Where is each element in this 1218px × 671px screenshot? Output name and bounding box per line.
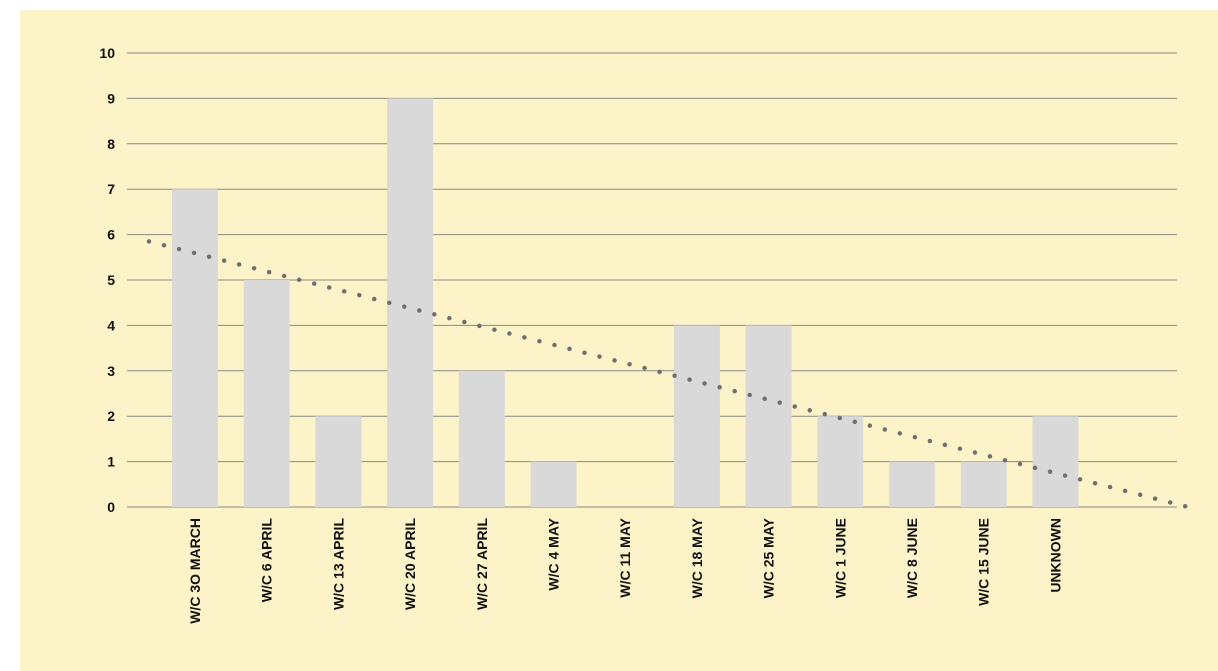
- x-category-label: W/C 25 MAY: [761, 517, 777, 598]
- bar: [673, 325, 720, 507]
- bar: [387, 98, 434, 508]
- chart-panel: 0 1 2 3 4 5 6 7 8 9 10 W/C 3O MARCH W/C 6 APRIL W/C …: [20, 10, 1218, 671]
- x-category-label: W/C 27 APRIL: [474, 518, 490, 610]
- y-tick-label: 6: [107, 227, 115, 243]
- y-tick-label: 7: [107, 181, 115, 197]
- x-axis-category-labels: W/C 3O MARCH W/C 6 APRIL W/C 13 APRIL W/C 2…: [187, 517, 1063, 623]
- x-category-label: W/C 13 APRIL: [330, 518, 346, 610]
- y-axis-tick-labels: 0 1 2 3 4 5 6 7 8 9 10: [99, 45, 115, 515]
- x-category-label: W/C 20 APRIL: [402, 518, 418, 610]
- x-category-label: W/C 18 MAY: [689, 517, 705, 598]
- bar: [172, 189, 218, 507]
- bar: [960, 461, 1007, 507]
- x-category-label: W/C 6 APRIL: [259, 518, 275, 603]
- x-category-label: W/C 11 MAY: [617, 517, 633, 597]
- x-category-label: W/C 4 MAY: [546, 517, 562, 590]
- y-tick-label: 0: [107, 499, 115, 515]
- bar: [315, 416, 362, 507]
- bar: [243, 280, 290, 507]
- bar: [817, 416, 864, 507]
- bar: [458, 370, 505, 507]
- gridlines: [127, 52, 1177, 508]
- bars: [172, 98, 1079, 508]
- x-category-label: W/C 8 JUNE: [904, 518, 920, 598]
- y-tick-label: 5: [107, 272, 115, 288]
- y-tick-label: 4: [107, 317, 115, 333]
- bar: [745, 325, 792, 507]
- bar: [889, 461, 935, 507]
- chart-background: [20, 10, 1218, 671]
- x-category-label: W/C 1 JUNE: [832, 518, 848, 598]
- y-tick-label: 8: [107, 136, 115, 152]
- y-tick-label: 1: [107, 454, 115, 470]
- y-tick-label: 2: [107, 408, 115, 424]
- bar: [530, 461, 577, 507]
- x-category-label: W/C 3O MARCH: [187, 518, 203, 624]
- y-tick-label: 9: [107, 90, 115, 106]
- bar: [1032, 416, 1079, 507]
- y-tick-label: 10: [99, 45, 115, 61]
- y-tick-label: 3: [107, 363, 115, 379]
- x-category-label: W/C 15 JUNE: [976, 518, 992, 606]
- x-category-label: UNKNOWN: [1047, 518, 1063, 593]
